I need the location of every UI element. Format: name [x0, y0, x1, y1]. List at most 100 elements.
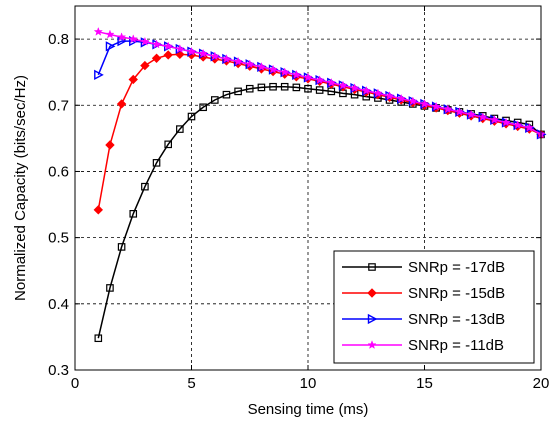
data-point: [94, 334, 103, 343]
legend-item: SNRp = -13dB: [342, 311, 505, 328]
y-tick-label: 0.4: [48, 296, 69, 313]
data-point: [116, 99, 127, 109]
series-group: [93, 26, 547, 343]
data-point: [151, 53, 162, 63]
data-point: [396, 93, 406, 103]
data-point: [129, 210, 138, 218]
data-point: [279, 67, 290, 77]
data-point: [454, 106, 465, 116]
legend-label: SNRp = -13dB: [408, 311, 505, 328]
data-point: [269, 82, 277, 91]
x-tick-label: 10: [300, 375, 317, 392]
data-point: [187, 112, 196, 121]
data-point: [489, 114, 500, 124]
x-axis-label: Sensing time (ms): [248, 401, 369, 418]
data-point: [466, 109, 476, 119]
y-tick-label: 0.8: [48, 31, 69, 48]
data-point: [93, 205, 104, 215]
y-axis-label: Normalized Capacity (bits/sec/Hz): [12, 75, 29, 301]
legend-marker: [367, 313, 378, 325]
series-1: [93, 49, 546, 215]
legend-item: SNRp = -11dB: [342, 337, 504, 354]
y-tick-label: 0.6: [48, 163, 69, 180]
legend-marker: [367, 340, 377, 350]
data-point: [245, 59, 255, 69]
legend-label: SNRp = -17dB: [408, 259, 505, 276]
series-3: [93, 26, 546, 139]
data-point: [186, 46, 197, 56]
data-point: [116, 32, 127, 42]
data-point: [512, 120, 523, 130]
data-point: [152, 159, 161, 167]
data-point: [94, 69, 104, 80]
data-point: [338, 80, 348, 90]
legend-marker: [368, 263, 376, 271]
data-point: [105, 29, 115, 39]
data-point: [163, 41, 173, 51]
data-point: [419, 99, 430, 108]
data-point: [117, 243, 126, 251]
series-2: [94, 35, 547, 140]
data-point: [315, 86, 324, 94]
data-point: [164, 140, 173, 149]
data-point: [443, 104, 453, 114]
data-point: [141, 182, 149, 191]
legend-item: SNRp = -15dB: [342, 285, 505, 302]
data-point: [176, 125, 184, 133]
data-point: [175, 44, 185, 54]
data-point: [245, 84, 254, 93]
y-tick-label: 0.3: [48, 362, 69, 379]
data-point: [105, 140, 115, 150]
legend-label: SNRp = -15dB: [408, 285, 505, 302]
data-point: [199, 103, 207, 112]
y-tick-label: 0.5: [48, 230, 69, 247]
data-point: [280, 82, 289, 91]
data-point: [222, 90, 231, 99]
data-point: [140, 60, 150, 71]
data-point: [221, 54, 232, 63]
legend-label: SNRp = -11dB: [408, 337, 504, 354]
data-point: [233, 56, 243, 66]
grid: [75, 6, 541, 371]
data-point: [163, 50, 173, 60]
y-tick-label: 0.7: [48, 97, 69, 114]
data-point: [211, 96, 219, 104]
ticks-group: 0 5 10 15 20 0.3 0.4 0.5 0.6 0.7 0.8: [48, 6, 549, 392]
data-point: [326, 77, 337, 87]
legend-item: SNRp = -17dB: [342, 259, 505, 276]
data-point: [524, 122, 535, 132]
data-point: [234, 87, 242, 96]
x-tick-label: 20: [533, 375, 550, 392]
data-point: [291, 69, 302, 79]
data-point: [268, 64, 278, 74]
data-point: [292, 83, 301, 92]
data-point: [210, 51, 220, 61]
x-tick-label: 5: [187, 375, 195, 392]
data-point: [431, 101, 441, 111]
x-tick-label: 0: [71, 375, 79, 392]
data-point: [303, 72, 313, 82]
data-point: [256, 61, 267, 71]
data-point: [361, 85, 371, 95]
data-point: [373, 88, 383, 98]
data-point: [140, 36, 150, 46]
data-point: [128, 34, 138, 44]
data-point: [384, 91, 395, 101]
legend-marker: [367, 288, 377, 298]
data-point: [314, 75, 325, 85]
data-point: [304, 84, 312, 93]
data-point: [349, 83, 360, 93]
data-point: [198, 48, 208, 58]
data-point: [128, 74, 138, 85]
legend: SNRp = -17dB SNRp = -15dB SNRp = -13dB SNRp…: [333, 250, 535, 364]
data-point: [257, 83, 266, 92]
data-point: [408, 96, 418, 106]
data-point: [93, 26, 104, 36]
x-tick-label: 15: [416, 375, 433, 392]
data-point: [478, 112, 488, 122]
data-point: [106, 284, 114, 292]
data-point: [105, 41, 116, 52]
data-point: [501, 117, 511, 127]
data-point: [151, 39, 162, 49]
